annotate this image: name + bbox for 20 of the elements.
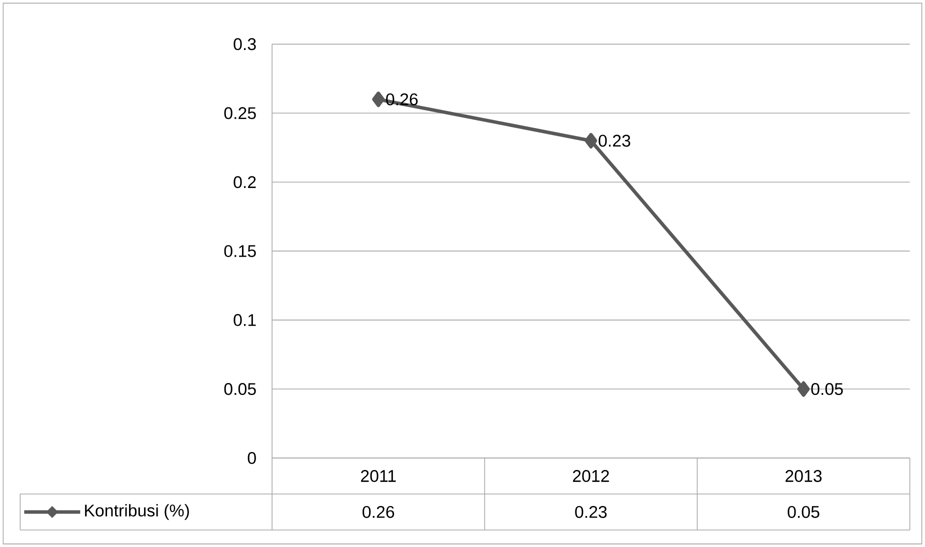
legend-label: Kontribusi (%) [85, 504, 189, 520]
x-tick-label: 2011 [361, 470, 396, 482]
y-tick-label: 0.1 [234, 314, 256, 326]
text: 0.26 [386, 93, 418, 106]
y-tick-label: 0.25 [224, 107, 256, 120]
y-tick-label: 0 [248, 452, 256, 464]
data-label: 0.05 [788, 506, 820, 518]
x-tick-label: 2012 [572, 470, 609, 482]
x-tick-label: 2013 [786, 470, 822, 482]
text: 0.05 [811, 382, 843, 395]
text: 0.23 [598, 134, 630, 147]
point [797, 381, 810, 397]
data-label: 0.23 [575, 506, 607, 518]
y-tick-label: 0.15 [224, 245, 256, 258]
data-label: 0.26 [362, 506, 394, 518]
y-tick-label: 0.2 [234, 176, 256, 188]
y-tick-label: 0.05 [224, 382, 256, 395]
point [584, 132, 598, 148]
y-tick-label: 0.3 [234, 38, 256, 50]
point [372, 92, 385, 108]
